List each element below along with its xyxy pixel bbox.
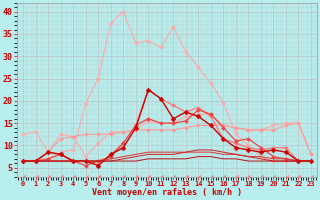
- X-axis label: Vent moyen/en rafales ( km/h ): Vent moyen/en rafales ( km/h ): [92, 188, 242, 197]
